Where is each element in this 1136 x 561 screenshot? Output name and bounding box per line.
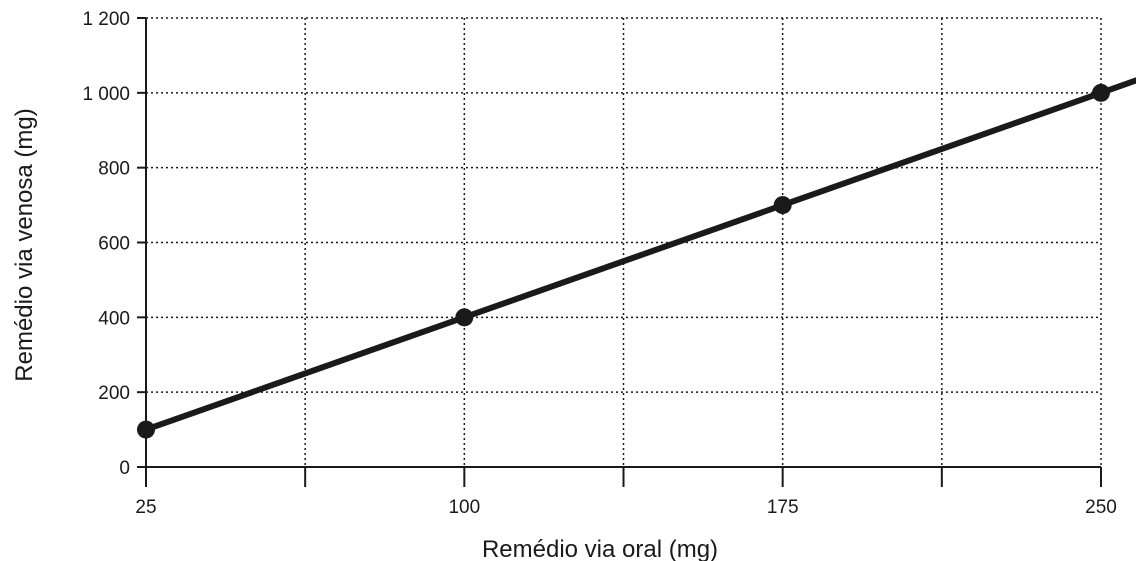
ticks: 0 200 400 600 800 1 000 1 200 25 100 175 250: [82, 9, 1116, 518]
x-tick-label: 175: [767, 497, 799, 518]
series-line: [145, 77, 1136, 433]
data-point: [137, 420, 155, 439]
data-point: [455, 308, 474, 327]
y-tick-label: 600: [98, 234, 130, 255]
y-tick-label: 0: [119, 458, 130, 479]
data-point: [773, 196, 792, 215]
y-axis-title: Remédio via venosa (mg): [11, 108, 38, 381]
y-tick-label: 1 200: [82, 9, 130, 30]
grid: [146, 17, 1102, 467]
data-point: [1092, 83, 1110, 102]
series: [137, 77, 1136, 439]
x-tick-label: 250: [1085, 497, 1117, 518]
y-tick-label: 200: [98, 383, 130, 404]
y-tick-label: 400: [98, 308, 130, 329]
y-tick-label: 1 000: [82, 84, 130, 105]
x-axis-title: Remédio via oral (mg): [482, 536, 718, 561]
x-tick-label: 25: [135, 497, 156, 518]
x-tick-label: 100: [448, 497, 480, 518]
y-tick-label: 800: [98, 159, 130, 180]
